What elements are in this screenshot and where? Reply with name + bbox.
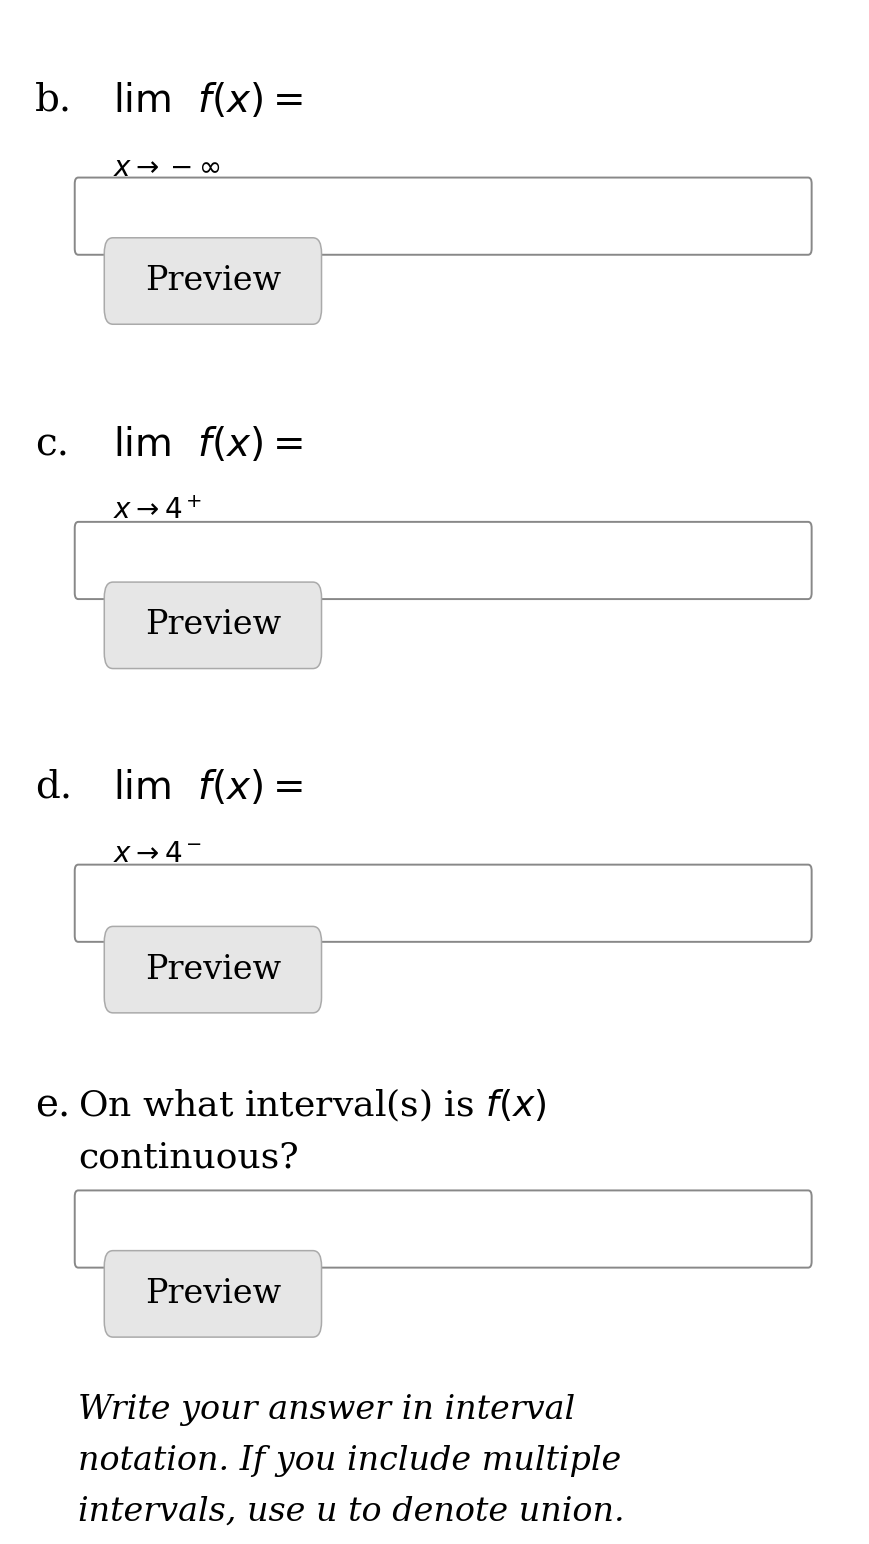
- FancyBboxPatch shape: [75, 522, 812, 599]
- FancyBboxPatch shape: [75, 865, 812, 942]
- Text: On what interval(s) is $f(x)$: On what interval(s) is $f(x)$: [78, 1087, 547, 1124]
- FancyBboxPatch shape: [104, 238, 322, 324]
- Text: intervals, use u to denote union.: intervals, use u to denote union.: [78, 1496, 625, 1529]
- Text: d.: d.: [35, 769, 72, 806]
- FancyBboxPatch shape: [104, 926, 322, 1013]
- Text: Write your answer in interval: Write your answer in interval: [78, 1394, 575, 1427]
- Text: $x\rightarrow -\infty$: $x\rightarrow -\infty$: [113, 154, 221, 182]
- FancyBboxPatch shape: [75, 178, 812, 255]
- FancyBboxPatch shape: [104, 582, 322, 669]
- Text: Preview: Preview: [145, 954, 281, 985]
- Text: c.: c.: [35, 426, 69, 463]
- Text: continuous?: continuous?: [78, 1141, 299, 1175]
- Text: $\lim\ \ f(x) =$: $\lim\ \ f(x) =$: [113, 80, 302, 120]
- Text: Preview: Preview: [145, 1278, 281, 1309]
- Text: $\lim\ \ f(x) =$: $\lim\ \ f(x) =$: [113, 425, 302, 465]
- Text: e.: e.: [35, 1087, 70, 1124]
- Text: $x\rightarrow 4^+$: $x\rightarrow 4^+$: [113, 497, 202, 525]
- FancyBboxPatch shape: [104, 1251, 322, 1337]
- FancyBboxPatch shape: [75, 1190, 812, 1268]
- Text: notation. If you include multiple: notation. If you include multiple: [78, 1445, 621, 1478]
- Text: Preview: Preview: [145, 610, 281, 641]
- Text: b.: b.: [35, 82, 72, 119]
- Text: Preview: Preview: [145, 266, 281, 296]
- Text: $x\rightarrow 4^-$: $x\rightarrow 4^-$: [113, 840, 202, 868]
- Text: $\lim\ \ f(x) =$: $\lim\ \ f(x) =$: [113, 767, 302, 808]
